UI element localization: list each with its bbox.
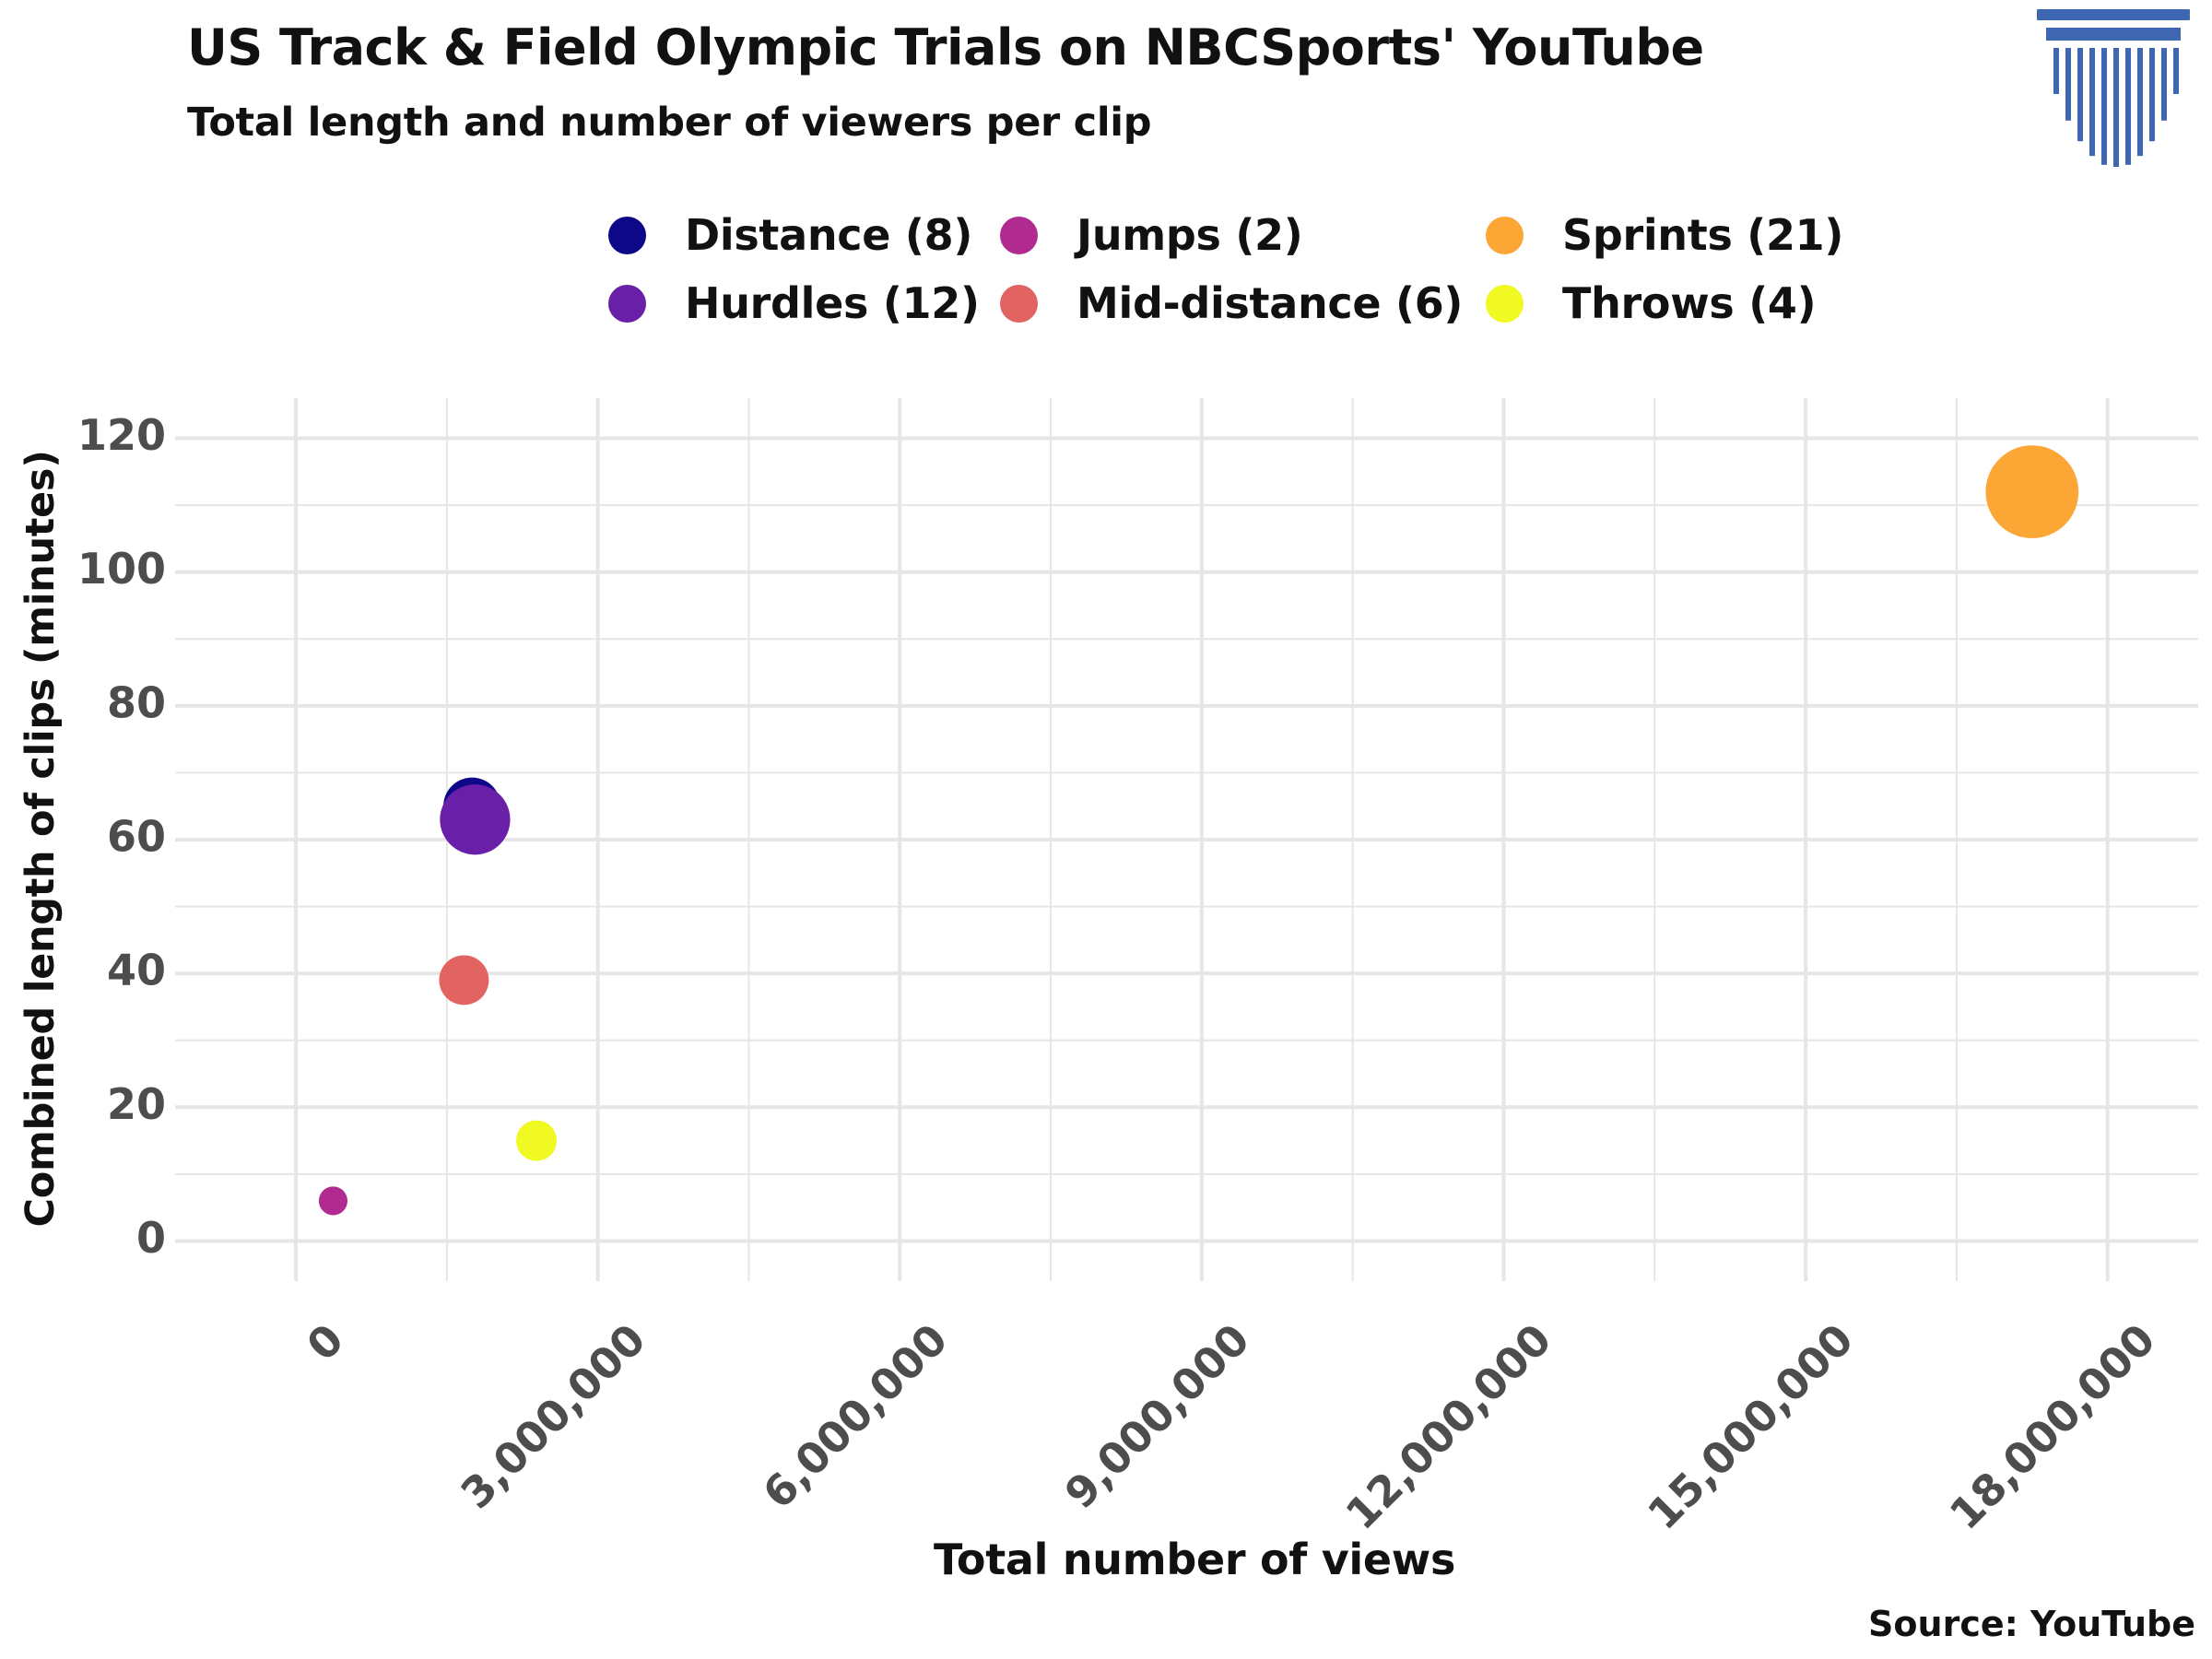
legend-item: Jumps (2): [1000, 210, 1303, 260]
x-tick-label: 15,000,000: [1638, 1314, 1863, 1539]
x-tick-label: 0: [297, 1314, 353, 1371]
y-tick-label: 80: [107, 677, 166, 727]
data-point: [1985, 445, 2079, 539]
source-note: Source: YouTube: [1868, 1604, 2195, 1644]
legend-label: Jumps (2): [1077, 210, 1303, 260]
legend: Distance (8) Hurdles (12) Jumps (2) Mid-dis…: [0, 194, 2212, 332]
y-tick-label: 120: [77, 410, 166, 460]
data-point: [440, 784, 511, 855]
x-axis-label: Total number of views: [933, 1535, 1456, 1584]
legend-item: Mid-distance (6): [1000, 278, 1463, 328]
y-tick-label: 0: [136, 1213, 166, 1263]
publisher-logo: [2037, 9, 2190, 167]
legend-swatch: [1486, 284, 1524, 323]
data-point: [318, 1186, 348, 1216]
y-tick-label: 40: [107, 946, 166, 995]
legend-label: Throws (4): [1562, 278, 1817, 328]
data-point: [516, 1120, 558, 1161]
legend-swatch: [1000, 284, 1038, 323]
y-tick-label: 100: [77, 544, 166, 594]
x-tick-label: 12,000,000: [1336, 1314, 1561, 1539]
chart-title: US Track & Field Olympic Trials on NBCSp…: [187, 18, 1704, 76]
legend-item: Hurdles (12): [608, 278, 980, 328]
y-tick-label: 20: [107, 1079, 166, 1129]
y-axis-label: Combined length of clips (minutes): [18, 450, 64, 1228]
legend-label: Hurdles (12): [685, 278, 980, 328]
legend-swatch: [608, 216, 646, 254]
chart-subtitle: Total length and number of viewers per c…: [187, 100, 1152, 146]
x-tick-label: 18,000,000: [1940, 1314, 2165, 1539]
legend-item: Distance (8): [608, 210, 972, 260]
x-tick-label: 6,000,000: [753, 1314, 957, 1518]
legend-swatch: [1000, 216, 1038, 254]
legend-label: Sprints (21): [1562, 210, 1844, 260]
legend-swatch: [1486, 216, 1524, 254]
legend-item: Throws (4): [1486, 278, 1817, 328]
y-tick-label: 60: [107, 812, 166, 862]
legend-label: Mid-distance (6): [1077, 278, 1464, 328]
gridlines: [175, 398, 2198, 1281]
legend-swatch: [608, 284, 646, 323]
x-tick-label: 9,000,000: [1055, 1314, 1259, 1518]
legend-label: Distance (8): [685, 210, 973, 260]
legend-item: Sprints (21): [1486, 210, 1843, 260]
data-point: [439, 955, 489, 1006]
x-tick-label: 3,000,000: [451, 1314, 654, 1518]
